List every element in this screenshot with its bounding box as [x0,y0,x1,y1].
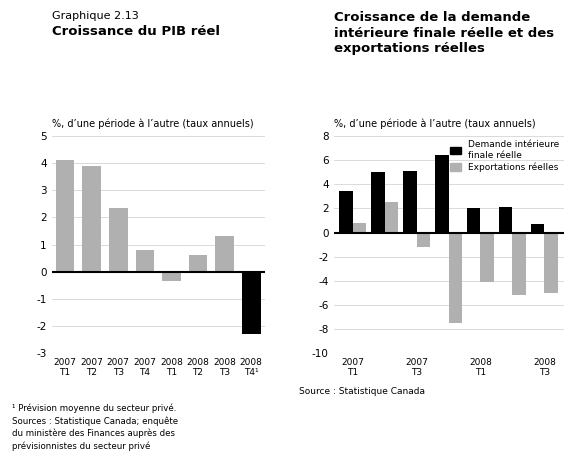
Bar [416,232,430,247]
Text: %, d’une période à l’autre (taux annuels): %, d’une période à l’autre (taux annuels… [334,119,535,129]
Bar [545,232,558,293]
Bar [435,155,448,232]
Bar [82,166,101,272]
Text: Graphique 2.13: Graphique 2.13 [52,11,139,21]
Bar [242,272,260,334]
Bar [531,224,545,232]
Bar [481,232,494,282]
Text: %, d’une période à l’autre (taux annuels): %, d’une période à l’autre (taux annuels… [52,119,254,129]
Text: Croissance de la demande
intérieure finale réelle et des
exportations réelles: Croissance de la demande intérieure fina… [334,11,554,55]
Bar [56,160,74,272]
Text: Croissance du PIB réel: Croissance du PIB réel [52,25,220,38]
Bar [352,223,366,232]
Bar [467,208,481,232]
Bar [109,208,128,272]
Bar [403,171,416,232]
Legend: Demande intérieure
finale réelle, Exportations réelles: Demande intérieure finale réelle, Export… [450,140,559,172]
Bar [339,192,352,232]
Text: Source : Statistique Canada: Source : Statistique Canada [299,387,425,396]
Bar [136,250,154,272]
Bar [371,172,385,232]
Bar [499,207,512,232]
Bar [215,236,234,272]
Bar [162,272,181,281]
Bar [385,202,398,232]
Text: ¹ Prévision moyenne du secteur privé.
Sources : Statistique Canada; enquête
du m: ¹ Prévision moyenne du secteur privé. So… [12,404,178,451]
Bar [189,255,208,272]
Bar [512,232,526,295]
Bar [448,232,462,323]
